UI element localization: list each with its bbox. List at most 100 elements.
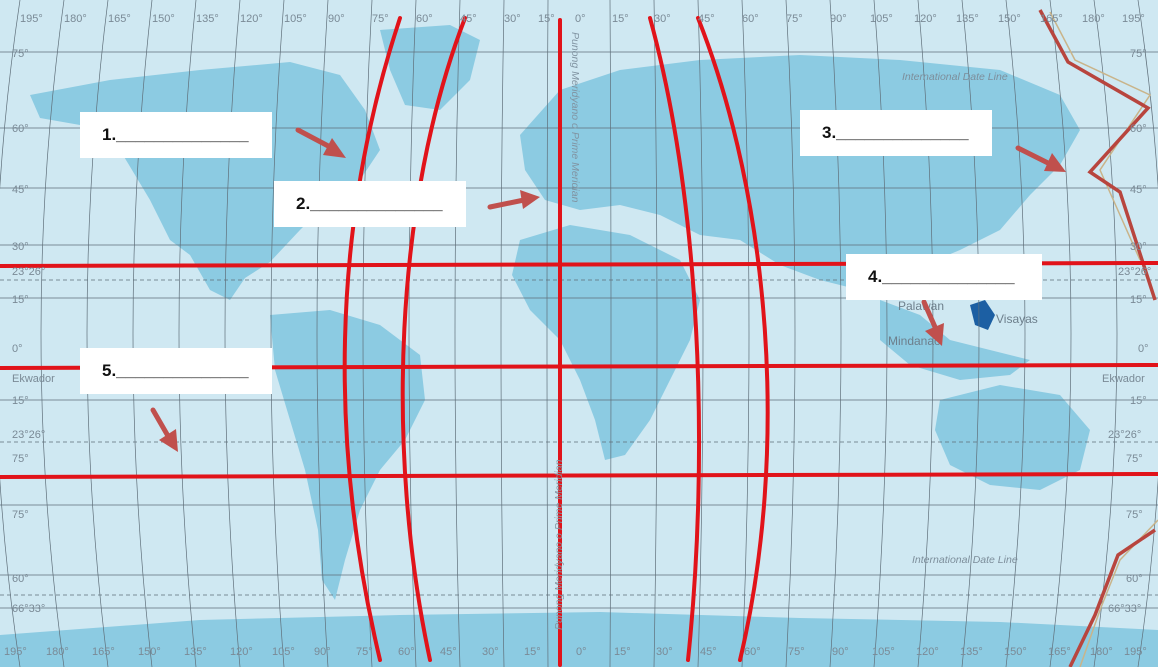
answer-box-label: 4.______________ <box>868 267 1015 286</box>
australia <box>935 385 1090 490</box>
answer-box-4[interactable]: 4.______________ <box>846 254 1042 300</box>
arrow-icon <box>150 407 178 452</box>
lon-label: 30° <box>654 13 671 25</box>
lon-label: 90° <box>830 13 847 25</box>
red-meridian-east-2 <box>696 16 770 662</box>
lat-label: 45° <box>12 184 29 196</box>
lat-label: 15° <box>12 294 29 306</box>
lat-label: 45° <box>1130 184 1147 196</box>
lon-label: 30° <box>504 13 521 25</box>
lat-label: 66°33° <box>1108 603 1141 615</box>
lon-label: 0° <box>575 13 586 25</box>
lon-label: 135° <box>196 13 219 25</box>
answer-box-3[interactable]: 3.______________ <box>800 110 992 156</box>
lat-label: 60° <box>1130 123 1147 135</box>
lat-label: 23°26° <box>1108 429 1141 441</box>
lon-label: 180° <box>1090 646 1113 658</box>
lat-label: Ekwador <box>1102 373 1145 385</box>
answer-box-1[interactable]: 1.______________ <box>80 112 272 158</box>
lat-label: 30° <box>12 241 29 253</box>
lat-label: 60° <box>1126 573 1143 585</box>
lat-label: 15° <box>1130 294 1147 306</box>
lon-label: 75° <box>786 13 803 25</box>
lat-label: 60° <box>12 573 29 585</box>
pointer-arrows <box>150 127 1066 452</box>
lon-label: 150° <box>152 13 175 25</box>
visayas-label: Visayas <box>996 312 1038 326</box>
arrow-icon <box>295 127 346 158</box>
lat-label: 75° <box>1126 453 1143 465</box>
lon-label: 105° <box>284 13 307 25</box>
lon-label: 90° <box>832 646 849 658</box>
answer-box-2[interactable]: 2.______________ <box>274 181 466 227</box>
bottom-longitude-labels: 195° 180° 165° 150° 135° 120° 105° 90° 7… <box>4 646 1147 658</box>
lon-label: 165° <box>1040 13 1063 25</box>
lon-label: 150° <box>138 646 161 658</box>
lon-label: 105° <box>870 13 893 25</box>
lon-label: 120° <box>240 13 263 25</box>
answer-box-label: 3.______________ <box>822 123 969 142</box>
southeast-asia <box>880 300 1030 380</box>
philippines <box>970 300 995 330</box>
lat-label: 66°33° <box>12 603 45 615</box>
date-line-label-bottom: International Date Line <box>912 554 1018 566</box>
lat-label: 23°26° <box>12 429 45 441</box>
lon-label: 60° <box>398 646 415 658</box>
answer-box-5[interactable]: 5.______________ <box>80 348 272 394</box>
lon-label: 45° <box>440 646 457 658</box>
lon-label: 120° <box>230 646 253 658</box>
lat-label: 75° <box>1130 48 1147 60</box>
lon-label: 30° <box>482 646 499 658</box>
lon-label: 60° <box>744 646 761 658</box>
lon-label: 135° <box>960 646 983 658</box>
date-line-highlight-top <box>1038 9 1157 301</box>
lon-label: 0° <box>576 646 587 658</box>
left-latitude-labels: 75° 60° 45° 30° 23°26° 15° 0° Ekwador 15… <box>12 48 55 615</box>
lon-label: 120° <box>914 13 937 25</box>
lon-label: 195° <box>4 646 27 658</box>
lon-label: 195° <box>1124 646 1147 658</box>
lon-label: 150° <box>998 13 1021 25</box>
lon-label: 195° <box>20 13 43 25</box>
lat-label: 23°26° <box>12 266 45 278</box>
prime-meridian-label-bottom: Punong Meridyano o Prime Meridian <box>553 459 565 630</box>
lon-label: 135° <box>184 646 207 658</box>
lon-label: 195° <box>1122 13 1145 25</box>
lat-label: 15° <box>1130 395 1147 407</box>
arrow-icon <box>1015 145 1066 172</box>
date-line-highlight-bottom <box>1068 528 1156 667</box>
lat-label: 75° <box>12 453 29 465</box>
red-meridian-west-1 <box>342 16 402 662</box>
lon-label: 180° <box>46 646 69 658</box>
lon-label: 60° <box>742 13 759 25</box>
lat-label: 75° <box>12 509 29 521</box>
international-date-line-top <box>1049 11 1152 261</box>
lon-label: 180° <box>64 13 87 25</box>
top-longitude-labels: 195° 180° 165° 150° 135° 120° 105° 90° 7… <box>20 13 1145 25</box>
lon-label: 75° <box>372 13 389 25</box>
answer-box-label: 5.______________ <box>102 361 249 380</box>
answer-box-label: 1.______________ <box>102 125 249 144</box>
lat-label: 60° <box>12 123 29 135</box>
palawan-label: Palawan <box>898 299 944 313</box>
prime-meridian-label-top: Punong Meridyano o Prime Meridian <box>569 32 581 203</box>
arrow-icon <box>487 190 540 210</box>
lat-label: 75° <box>1126 509 1143 521</box>
lat-label: 23°26° <box>1118 266 1151 278</box>
lon-label: 165° <box>92 646 115 658</box>
tropic-lines <box>0 279 1158 596</box>
lat-label: 30° <box>1130 241 1147 253</box>
lon-label: 120° <box>916 646 939 658</box>
red-meridian-east-1 <box>648 16 702 662</box>
lon-label: 30° <box>656 646 673 658</box>
lon-label: 45° <box>460 13 477 25</box>
arrow-icon <box>921 299 944 346</box>
lon-label: 15° <box>614 646 631 658</box>
lon-label: 165° <box>1048 646 1071 658</box>
antarctica <box>0 612 1158 667</box>
lat-label: 75° <box>12 48 29 60</box>
lat-label: 0° <box>12 343 23 355</box>
